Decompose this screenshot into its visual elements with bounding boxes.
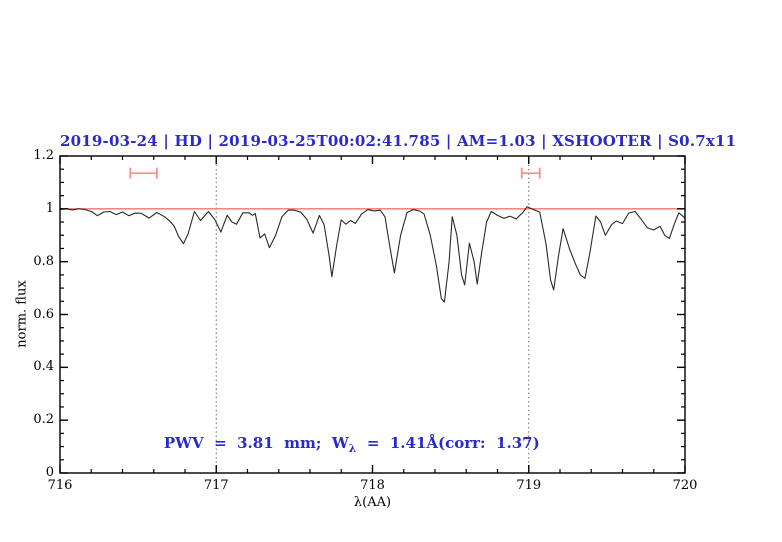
x-tick-label: 720 [672,478,698,493]
x-axis-title: λ(AA) [353,495,392,510]
plot-title: 2019-03-24 | HD | 2019-03-25T00:02:41.78… [60,132,737,150]
pwv-annotation: PWV = 3.81 mm; Wλ = 1.41Å(corr: 1.37) [143,416,540,473]
y-tick-label: 0 [45,465,54,480]
y-tick-label: 0.6 [33,306,54,322]
y-tick-label: 1 [45,200,54,216]
y-tick-label: 1.2 [33,148,54,163]
pwv-annotation-pre: PWV = 3.81 mm; W [163,434,349,452]
x-tick-label: 718 [360,478,385,493]
y-tick-label: 0.8 [33,253,54,269]
spectrum-line [59,206,686,303]
pwv-annotation-sub: λ [348,442,357,455]
x-tick-label: 717 [203,478,229,493]
x-tick-label: 719 [516,478,542,493]
x-tick-label: 716 [47,478,73,493]
y-tick-label: 0.2 [33,412,54,428]
y-tick-label: 0.4 [33,359,54,375]
pwv-annotation-post: = 1.41Å(corr: 1.37) [356,434,540,452]
